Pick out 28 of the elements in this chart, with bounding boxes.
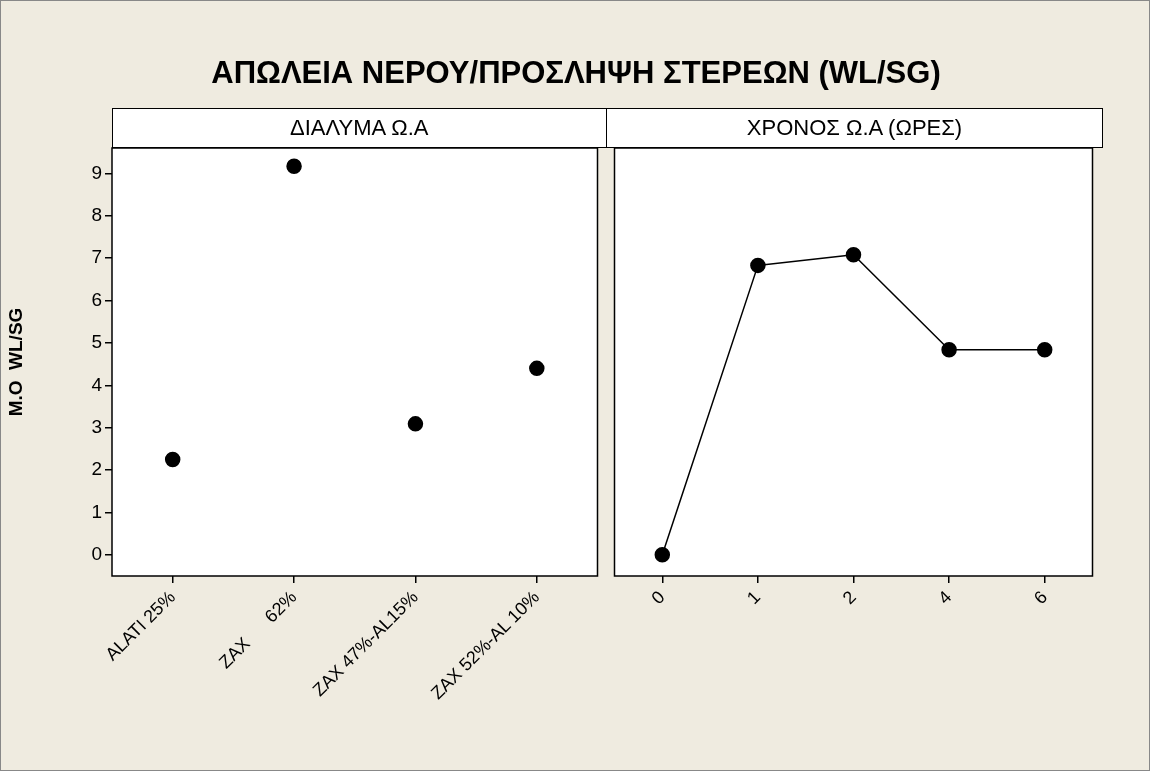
y-tick-label: 0: [91, 543, 102, 565]
point: [407, 416, 424, 432]
y-tick-label: 9: [91, 161, 102, 183]
x-tick-label: 6: [1029, 586, 1052, 609]
x-tick-label: 2: [838, 586, 860, 609]
point: [164, 451, 181, 468]
y-tick-label: 8: [91, 204, 102, 226]
y-tick-label: 1: [91, 500, 102, 522]
y-tick-label: 2: [91, 458, 102, 480]
x-tick-label: 4: [934, 586, 956, 609]
point: [941, 341, 957, 358]
y-tick-label: 3: [91, 415, 102, 437]
chart-subtitle: ΔΙΑΛΥΜΑ Ω.Α: [112, 108, 607, 148]
y-tick-label: 5: [91, 331, 102, 353]
y-tick-label: 7: [91, 246, 102, 268]
point: [654, 547, 671, 563]
y-axis-title: M.O WL/SG: [4, 307, 26, 417]
point: [1036, 341, 1053, 358]
point: [529, 360, 545, 377]
x-tick-label: 1: [743, 586, 765, 609]
chart-title: ΑΠΩΛΕΙΑ ΝΕΡΟΥ/ΠΡΟΣΛΗΨΗ ΣΤΕΡΕΩΝ (WL/SG): [210, 55, 942, 91]
chart-subtitle: ΧΡΟΝΟΣ Ω.Α (ΩΡΕΣ): [606, 108, 1103, 148]
point: [845, 247, 862, 263]
y-tick-label: 4: [91, 373, 103, 395]
x-tick-label: 0: [647, 586, 669, 609]
y-tick-label: 6: [91, 288, 102, 310]
point: [750, 257, 766, 274]
point: [286, 158, 302, 174]
